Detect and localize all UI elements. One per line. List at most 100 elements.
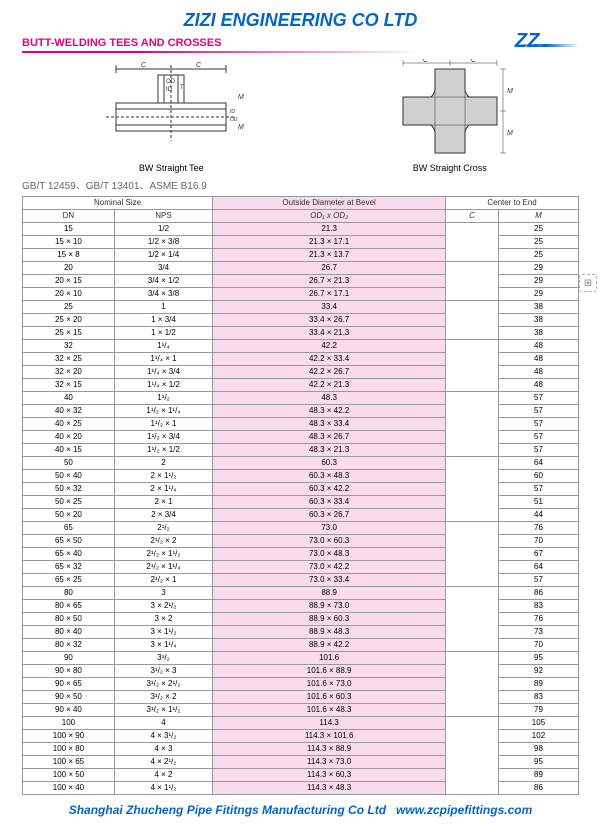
table-cell: 3/4 × 3/8 (114, 288, 212, 301)
table-cell: 48.3 (213, 392, 446, 405)
table-cell: 48.3 × 21.3 (213, 444, 446, 457)
table-cell: 40 × 32 (23, 405, 115, 418)
table-cell: 20 × 15 (23, 275, 115, 288)
svg-text:ID: ID (230, 109, 235, 115)
table-cell: 40 × 25 (23, 418, 115, 431)
table-cell (446, 652, 499, 717)
table-row: 25133.438 (23, 301, 579, 314)
table-cell: 73.0 × 60.3 (213, 535, 446, 548)
table-cell: 101.6 × 48.3 (213, 704, 446, 717)
table-cell (446, 717, 499, 795)
table-cell: 88.9 × 42.2 (213, 639, 446, 652)
table-cell: 2¹/₂ × 1 (114, 574, 212, 587)
table-cell: 57 (498, 483, 578, 496)
table-cell: 3 × 2¹/₂ (114, 600, 212, 613)
svg-text:M: M (238, 124, 244, 131)
table-cell: 80 × 50 (23, 613, 115, 626)
table-cell: 105 (498, 717, 578, 730)
table-cell: 100 (23, 717, 115, 730)
th-nominal-size: Nominal Size (23, 197, 213, 210)
table-cell: 2 × 3/4 (114, 509, 212, 522)
table-cell: 29 (498, 288, 578, 301)
table-cell: 101.6 × 60.3 (213, 691, 446, 704)
table-cell: 73.0 × 33.4 (213, 574, 446, 587)
table-cell: 32 (23, 340, 115, 353)
table-cell: 48.3 × 33.4 (213, 418, 446, 431)
cross-diagram: C C M M BW Straight Cross (385, 59, 515, 173)
table-cell: 90 × 40 (23, 704, 115, 717)
table-cell: 40 × 15 (23, 444, 115, 457)
table-cell: 33.4 × 21.3 (213, 327, 446, 340)
table-cell: 100 × 50 (23, 769, 115, 782)
svg-text:T: T (180, 85, 184, 91)
svg-text:M: M (507, 130, 513, 137)
table-cell: 80 × 32 (23, 639, 115, 652)
table-cell: 1¹/₄ × 3/4 (114, 366, 212, 379)
table-row: 50260.364 (23, 457, 579, 470)
table-cell: 3¹/₂ × 3 (114, 665, 212, 678)
table-cell: 2¹/₂ (114, 522, 212, 535)
table-cell: 64 (498, 561, 578, 574)
th-m: M (498, 210, 578, 223)
table-cell: 65 (23, 522, 115, 535)
table-cell: 98 (498, 743, 578, 756)
tee-diagram: C C OD ID T M M ID OD BW Straight Tee (86, 59, 256, 173)
table-cell: 26.7 (213, 262, 446, 275)
table-cell: 90 (23, 652, 115, 665)
table-row: 903¹/₂101.695 (23, 652, 579, 665)
table-cell: 101.6 × 73.0 (213, 678, 446, 691)
th-od-formula: OD₁ x OD₂ (213, 210, 446, 223)
table-cell: 21.3 (213, 223, 446, 236)
table-cell: 88.9 × 48.3 (213, 626, 446, 639)
svg-text:C: C (196, 62, 202, 69)
table-cell: 89 (498, 769, 578, 782)
table-cell: 100 × 40 (23, 782, 115, 795)
table-cell: 89 (498, 678, 578, 691)
table-cell: 1 (114, 301, 212, 314)
table-cell: 76 (498, 613, 578, 626)
table-cell: 3 × 1¹/₄ (114, 639, 212, 652)
table-cell: 25 × 20 (23, 314, 115, 327)
table-cell: 29 (498, 262, 578, 275)
help-icon[interactable]: ⊞ (579, 274, 597, 292)
table-cell: 57 (498, 574, 578, 587)
standards-label: GB/T 12459、GB/T 13401、ASME B16.9 (22, 177, 579, 192)
table-cell: 50 (23, 457, 115, 470)
table-cell: 3/4 (114, 262, 212, 275)
table-cell: 3 × 1¹/₂ (114, 626, 212, 639)
table-cell: 88.9 (213, 587, 446, 600)
table-row: 652¹/₂73.076 (23, 522, 579, 535)
table-cell: 3¹/₂ × 2¹/₂ (114, 678, 212, 691)
spec-table: Nominal Size Outside Diameter at Bevel C… (22, 196, 579, 795)
table-cell: 3¹/₂ (114, 652, 212, 665)
table-row: 401¹/₂48.3 57 (23, 392, 579, 405)
table-cell: 1¹/₂ (114, 392, 212, 405)
table-cell: 33.4 (213, 301, 446, 314)
section-header: BUTT-WELDING TEES AND CROSSES (22, 37, 579, 49)
table-cell: 21.3 × 13.7 (213, 249, 446, 262)
table-cell: 114.3 × 88.9 (213, 743, 446, 756)
table-cell: 25 (23, 301, 115, 314)
table-cell: 32 × 20 (23, 366, 115, 379)
table-cell: 20 × 10 (23, 288, 115, 301)
table-row: 321¹/₄42.248 (23, 340, 579, 353)
table-cell: 65 × 40 (23, 548, 115, 561)
svg-text:OD: OD (230, 117, 238, 123)
table-cell: 1¹/₂ × 1 (114, 418, 212, 431)
table-cell: 3¹/₂ × 1¹/₂ (114, 704, 212, 717)
table-cell: 57 (498, 392, 578, 405)
table-cell: 40 (23, 392, 115, 405)
table-cell: 50 × 20 (23, 509, 115, 522)
table-cell (446, 392, 499, 457)
table-cell: 73.0 × 48.3 (213, 548, 446, 561)
table-cell: 25 (498, 249, 578, 262)
table-cell: 90 × 80 (23, 665, 115, 678)
page-title: ZIZI ENGINEERING CO LTD (22, 10, 579, 31)
table-cell: 80 × 65 (23, 600, 115, 613)
table-cell: 76 (498, 522, 578, 535)
table-cell: 80 × 40 (23, 626, 115, 639)
table-cell: 4 × 1¹/₂ (114, 782, 212, 795)
table-cell: 67 (498, 548, 578, 561)
table-cell: 1¹/₄ × 1 (114, 353, 212, 366)
table-cell: 38 (498, 314, 578, 327)
